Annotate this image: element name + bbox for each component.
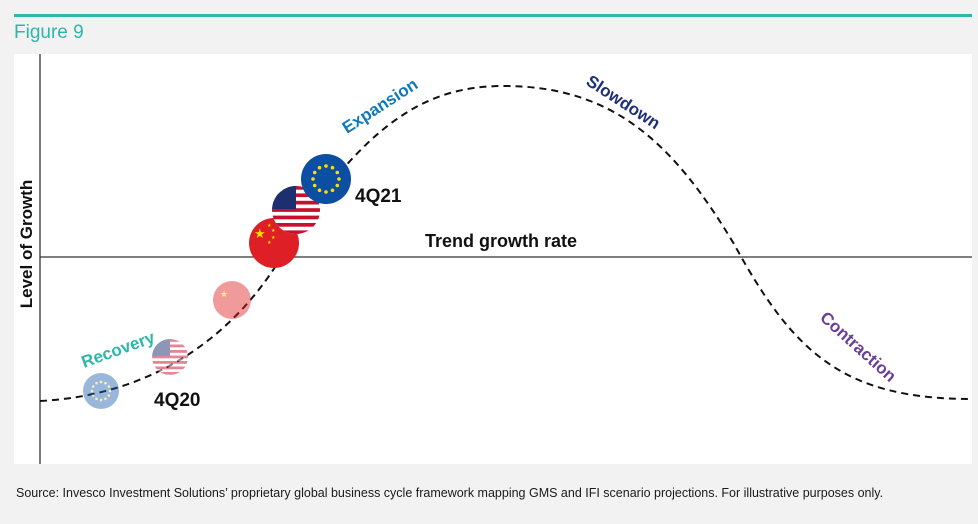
period-label-4q21: 4Q21 <box>355 186 402 207</box>
phase-expansion: Expansion <box>339 75 421 138</box>
eu-flag-4q21 <box>301 154 351 204</box>
business-cycle-curve <box>39 84 973 402</box>
diagram-panel: Level of Growth Trend growth rate Recove… <box>14 54 973 464</box>
source-note: Source: Invesco Investment Solutions’ pr… <box>16 486 884 500</box>
svg-text:★: ★ <box>271 235 276 241</box>
svg-text:★: ★ <box>267 240 272 246</box>
svg-text:★: ★ <box>271 228 276 234</box>
trend-growth-label: Trend growth rate <box>425 231 577 251</box>
svg-text:★: ★ <box>220 289 228 299</box>
china-flag-4q20: ★ <box>213 281 251 319</box>
phase-contraction: Contraction <box>816 308 900 386</box>
y-axis-label: Level of Growth <box>17 180 36 308</box>
us-flag-4q20 <box>152 339 188 375</box>
svg-text:★: ★ <box>267 223 272 229</box>
business-cycle-diagram: Level of Growth Trend growth rate Recove… <box>17 54 973 464</box>
phase-recovery: Recovery <box>79 328 158 372</box>
phase-slowdown: Slowdown <box>583 71 664 133</box>
period-label-4q20: 4Q20 <box>154 390 200 411</box>
eu-flag-4q20 <box>83 373 119 409</box>
svg-text:★: ★ <box>254 226 266 241</box>
top-rule <box>14 14 972 17</box>
figure-title: Figure 9 <box>14 22 84 43</box>
